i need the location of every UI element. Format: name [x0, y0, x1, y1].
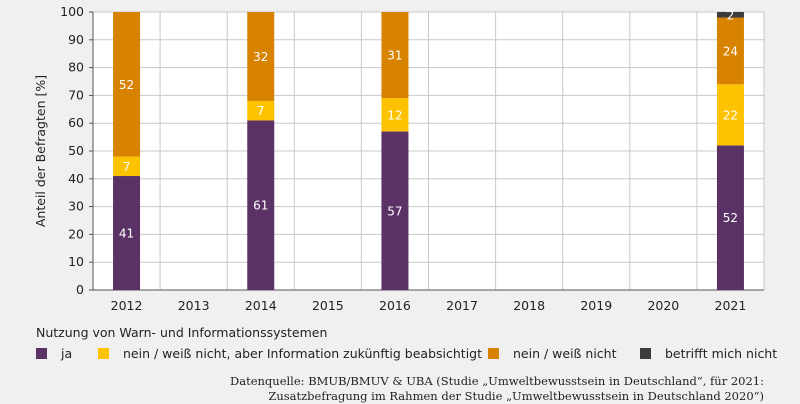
bar-segment-2012-0 — [113, 176, 141, 290]
y-tick-label: 0 — [76, 282, 84, 297]
data-label: 52 — [723, 211, 738, 225]
bar-segment-2021-2 — [716, 17, 744, 85]
data-label: 32 — [253, 50, 268, 64]
bar-segment-2021-0 — [716, 145, 744, 290]
legend: ja nein / weiß nicht, aber Information z… — [36, 346, 777, 364]
x-tick-label: 2013 — [178, 298, 210, 313]
legend-swatch-ja — [36, 348, 47, 359]
y-tick-label: 40 — [68, 171, 84, 186]
legend-title: Nutzung von Warn- und Informationssystem… — [36, 325, 328, 340]
source-line-1: Datenquelle: BMUB/BMUV & UBA (Studie „Um… — [230, 374, 764, 388]
data-label: 7 — [257, 104, 265, 118]
x-tick-label: 2019 — [580, 298, 612, 313]
x-tick-label: 2015 — [312, 298, 344, 313]
stacked-bar-chart: 0 10 20 30 40 50 60 70 80 90 100 2012 2013 2014 2015 20… — [33, 4, 765, 313]
data-label: 2 — [727, 8, 735, 22]
y-tick-label: 10 — [68, 254, 84, 269]
y-tick-label: 20 — [68, 226, 84, 241]
data-label: 61 — [253, 199, 268, 213]
x-tick-label: 2020 — [647, 298, 679, 313]
bar-segment-2021-3 — [716, 12, 744, 18]
y-tick-label: 80 — [68, 60, 84, 75]
data-label: 52 — [119, 78, 134, 92]
bar-segment-2016-0 — [381, 131, 409, 290]
data-label: 31 — [387, 49, 402, 63]
bar-segment-2021-1 — [716, 84, 744, 146]
y-tick-label: 70 — [68, 87, 84, 102]
x-tick-label: 2012 — [111, 298, 143, 313]
source-line-2: Zusatzbefragung im Rahmen der Studie „Um… — [268, 389, 764, 403]
x-tick-label: 2017 — [446, 298, 478, 313]
bar-segment-2016-1 — [381, 98, 409, 132]
y-tick-label: 30 — [68, 199, 84, 214]
data-label: 7 — [123, 160, 131, 174]
legend-item-beabsichtigt: nein / weiß nicht, aber Information zukü… — [98, 346, 482, 361]
bar-segment-2016-2 — [381, 12, 409, 99]
legend-label-beabsichtigt: nein / weiß nicht, aber Information zukü… — [123, 346, 483, 361]
x-tick-label: 2016 — [379, 298, 411, 313]
data-label: 24 — [723, 44, 738, 58]
data-label: 57 — [387, 204, 402, 218]
bar-segment-2014-1 — [247, 100, 275, 121]
legend-label-betrifft: betrifft mich nicht — [665, 346, 778, 361]
x-tick-label: 2014 — [245, 298, 277, 313]
y-axis-label: Anteil der Befragten [%] — [33, 75, 48, 227]
x-tick-label: 2018 — [513, 298, 545, 313]
legend-swatch-beabsichtigt — [98, 348, 109, 359]
bar-segment-2014-2 — [247, 12, 275, 101]
legend-item-ja: ja — [36, 346, 72, 361]
y-tick-label: 50 — [68, 143, 84, 158]
data-label: 41 — [119, 227, 134, 241]
y-tick-label: 100 — [60, 4, 84, 19]
y-tick-label: 60 — [68, 115, 84, 130]
legend-swatch-betrifft — [640, 348, 651, 359]
legend-item-nein: nein / weiß nicht — [488, 346, 617, 361]
legend-item-betrifft: betrifft mich nicht — [640, 346, 777, 361]
legend-label-ja: ja — [61, 346, 73, 361]
bar-segment-2012-1 — [113, 156, 141, 177]
data-label: 22 — [723, 108, 738, 122]
legend-swatch-nein — [488, 348, 499, 359]
legend-label-nein: nein / weiß nicht — [513, 346, 617, 361]
bar-segment-2014-0 — [247, 120, 275, 290]
x-tick-label: 2021 — [715, 298, 747, 313]
bar-segment-2012-2 — [113, 12, 141, 157]
data-label: 12 — [387, 108, 402, 122]
y-tick-label: 90 — [68, 32, 84, 47]
